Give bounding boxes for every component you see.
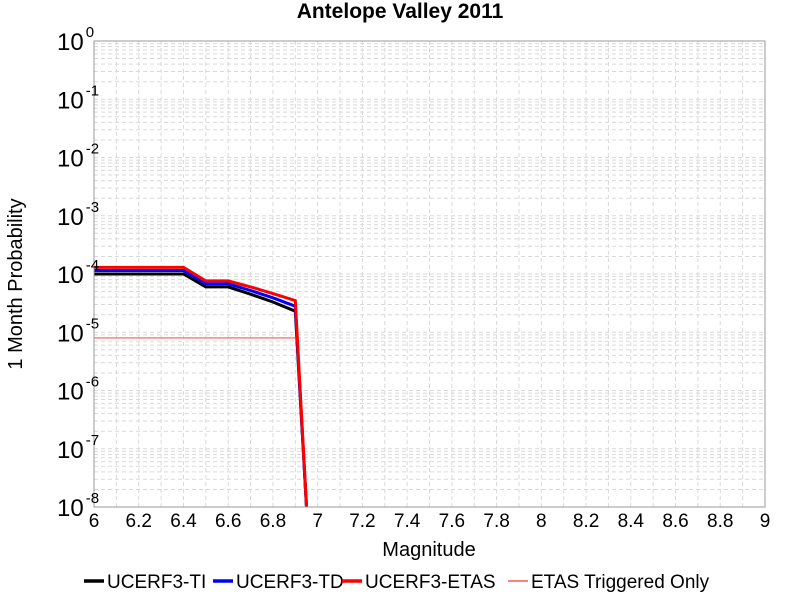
legend-label-2: UCERF3-TD xyxy=(236,572,344,593)
legend-label-1: UCERF3-TI xyxy=(107,572,206,593)
x-tick-label: 7 xyxy=(312,511,323,532)
chart-title: Antelope Valley 2011 xyxy=(297,0,504,23)
x-tick-label: 6.8 xyxy=(260,511,286,532)
series-line-1 xyxy=(94,272,308,508)
legend: UCERF3-TI UCERF3-TD UCERF3-ETAS ETAS Trigge… xyxy=(84,572,710,593)
x-tick-label: 7.4 xyxy=(394,511,421,532)
grid xyxy=(93,41,766,508)
x-tick-label: 9 xyxy=(760,511,771,532)
series-line-3 xyxy=(94,265,308,508)
x-tick-labels: 6 6.2 6.4 6.6 6.8 7 7.2 7.4 7.6 7.8 8 8.2 8.4 8.6 8.8 9 xyxy=(89,511,771,532)
x-tick-label: 8.6 xyxy=(662,511,688,532)
plot-frame xyxy=(93,40,766,508)
x-tick-label: 8 xyxy=(536,511,547,532)
y-tick-label: 10 -3 xyxy=(57,199,99,231)
y-tick-label: 10 -8 xyxy=(57,490,99,522)
x-tick-label: 7.2 xyxy=(349,511,375,532)
x-tick-label: 8.4 xyxy=(618,511,645,532)
y-tick-label: 10 -2 xyxy=(57,141,99,173)
y-tick-label: 10 -6 xyxy=(57,374,99,406)
y-tick-label: 10 -4 xyxy=(57,257,99,289)
x-tick-label: 6.6 xyxy=(215,511,241,532)
y-tick-label: 10 -7 xyxy=(57,432,99,464)
series-group xyxy=(94,265,308,508)
x-tick-label: 8.2 xyxy=(573,511,599,532)
legend-label-4: ETAS Triggered Only xyxy=(531,572,710,593)
y-tick-label: 10 -1 xyxy=(57,82,99,114)
y-tick-label: 10 -5 xyxy=(57,315,99,347)
x-tick-label: 7.6 xyxy=(439,511,465,532)
x-tick-label: 6 xyxy=(89,511,100,532)
y-tick-label: 10 0 xyxy=(57,24,94,56)
series-line-2 xyxy=(94,269,308,508)
x-tick-label: 6.2 xyxy=(126,511,152,532)
legend-label-3: UCERF3-ETAS xyxy=(365,572,496,593)
y-axis-label: 1 Month Probability xyxy=(5,198,27,369)
x-axis-label: Magnitude xyxy=(382,539,475,561)
x-tick-label: 8.8 xyxy=(707,511,733,532)
x-tick-label: 7.8 xyxy=(483,511,509,532)
x-tick-label: 6.4 xyxy=(170,511,197,532)
